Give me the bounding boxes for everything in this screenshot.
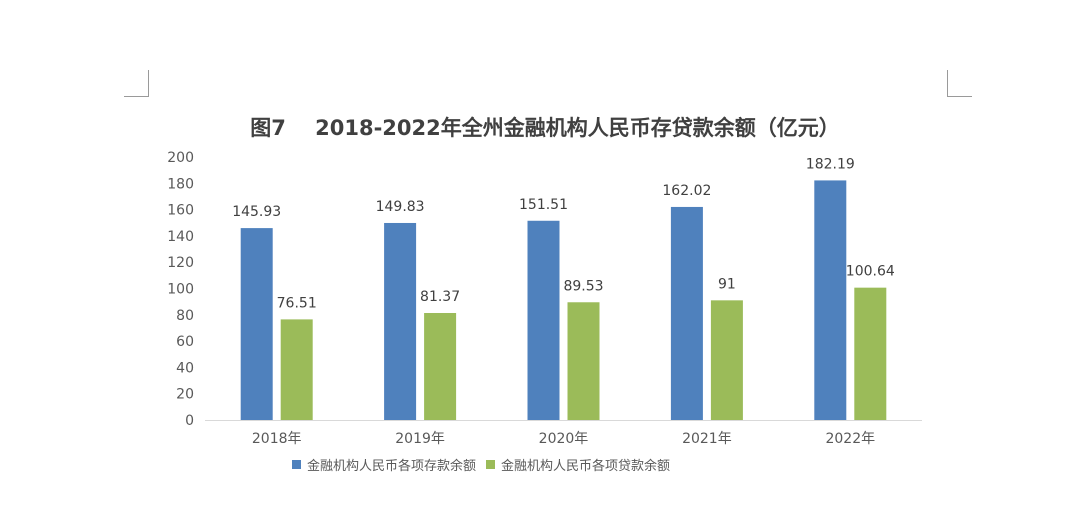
loan-bar xyxy=(280,319,313,420)
loan-bar xyxy=(567,302,600,420)
y-tick-label: 140 xyxy=(167,229,194,245)
deposit-bar xyxy=(240,228,273,420)
y-tick-label: 0 xyxy=(185,413,194,429)
x-tick-label: 2022年 xyxy=(825,431,875,447)
x-tick-label: 2020年 xyxy=(539,431,589,447)
page-corner-mark-left xyxy=(124,70,149,97)
y-tick-label: 20 xyxy=(176,387,194,403)
legend-swatch-deposits xyxy=(292,460,301,469)
deposit-value-label: 145.93 xyxy=(232,204,281,220)
page-corner-mark-right xyxy=(947,70,972,97)
x-tick-label: 2018年 xyxy=(252,431,302,447)
legend-swatch-loans xyxy=(486,460,496,469)
deposit-value-label: 182.19 xyxy=(806,156,855,172)
loan-value-label: 91 xyxy=(718,276,736,292)
deposit-value-label: 149.83 xyxy=(376,199,425,215)
legend-item-loans: 金融机构人民币各项贷款余额 xyxy=(486,455,670,474)
y-tick-label: 40 xyxy=(176,360,194,376)
loan-bar xyxy=(710,300,743,420)
loan-value-label: 81.37 xyxy=(420,289,460,305)
y-tick-label: 60 xyxy=(176,334,194,350)
x-tick-label: 2021年 xyxy=(682,431,732,447)
deposit-value-label: 151.51 xyxy=(519,197,568,213)
y-tick-label: 200 xyxy=(167,150,194,166)
deposit-bar xyxy=(527,220,560,420)
y-tick-label: 180 xyxy=(167,176,194,192)
loan-bar xyxy=(424,312,457,420)
y-tick-label: 120 xyxy=(167,255,194,271)
deposit-bar xyxy=(814,180,847,420)
legend-item-deposits: 金融机构人民币各项存款余额 xyxy=(292,455,476,474)
x-tick-label: 2019年 xyxy=(395,431,445,447)
y-tick-label: 100 xyxy=(167,282,194,298)
chart-legend: 金融机构人民币各项存款余额 金融机构人民币各项贷款余额 xyxy=(292,455,680,474)
legend-label-loans: 金融机构人民币各项贷款余额 xyxy=(501,459,671,474)
deposit-value-label: 162.02 xyxy=(662,183,711,199)
y-tick-label: 160 xyxy=(167,203,194,219)
chart-title: 图7 2018-2022年全州金融机构人民币存贷款余额（亿元） xyxy=(250,116,840,140)
loan-value-label: 89.53 xyxy=(563,278,603,294)
legend-label-deposits: 金融机构人民币各项存款余额 xyxy=(307,459,477,474)
deposit-bar xyxy=(670,206,703,420)
loan-value-label: 100.64 xyxy=(846,264,895,280)
deposit-bar xyxy=(384,222,417,420)
loan-value-label: 76.51 xyxy=(277,295,317,311)
loan-bar xyxy=(854,287,887,420)
y-tick-label: 80 xyxy=(176,308,194,324)
